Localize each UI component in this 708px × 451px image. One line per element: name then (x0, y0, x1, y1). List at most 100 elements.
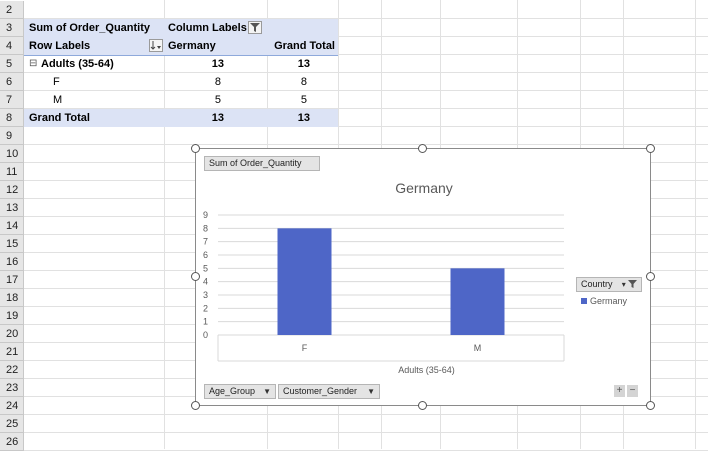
axis-field-label: Customer_Gender (283, 386, 358, 396)
pivot-header-divider (24, 55, 338, 56)
row-header[interactable]: 3 (0, 19, 24, 37)
resize-handle[interactable] (418, 400, 427, 410)
row-header[interactable]: 24 (0, 397, 24, 415)
pivot-row-label: M (53, 94, 63, 106)
y-tick-label: 7 (203, 237, 208, 247)
dropdown-arrow-icon: ▼ (367, 387, 375, 396)
row-header[interactable]: 6 (0, 73, 24, 91)
y-tick-label: 1 (203, 317, 208, 327)
axis-field-button-customer-gender[interactable]: Customer_Gender ▼ (278, 384, 380, 399)
resize-handle[interactable] (190, 400, 200, 410)
row-header[interactable]: 7 (0, 91, 24, 109)
row-gridline (24, 126, 708, 127)
row-header[interactable]: 11 (0, 163, 24, 181)
row-header[interactable]: 15 (0, 235, 24, 253)
pivot-chart[interactable]: Sum of Order_Quantity Germany 0 1 2 3 4 5 6 7 8 9… (195, 148, 651, 406)
pivot-row-label: F (53, 76, 60, 88)
pivot-group-label: Adults (35-64) (41, 58, 114, 70)
bar (450, 268, 505, 335)
row-header[interactable]: 16 (0, 253, 24, 271)
row-header[interactable]: 19 (0, 307, 24, 325)
axis-field-button-age-group[interactable]: Age_Group ▼ (204, 384, 276, 399)
pivot-row-germany: 8 (214, 76, 221, 88)
legend-item: Germany (581, 296, 627, 306)
pivot-grand-total-label: Grand Total (29, 112, 90, 124)
row-header[interactable]: 26 (0, 433, 24, 451)
y-tick-label: 8 (203, 223, 208, 233)
row-header[interactable]: 12 (0, 181, 24, 199)
value-field-button[interactable]: Sum of Order_Quantity (204, 156, 320, 171)
x-tick-label: M (474, 343, 482, 353)
y-tick-label: 2 (203, 303, 208, 313)
row-gridline (24, 432, 708, 433)
row-gridline (24, 90, 708, 91)
row-gridline (24, 18, 708, 19)
y-tick-label: 5 (203, 263, 208, 273)
pivot-grand-total-total: 13 (297, 112, 310, 124)
row-header[interactable]: 23 (0, 379, 24, 397)
bar (277, 228, 332, 335)
row-gridline (24, 144, 708, 145)
row-header[interactable]: 22 (0, 361, 24, 379)
collapse-toggle-icon[interactable]: ⊟ (29, 58, 38, 69)
pivot-col-header-germany: Germany (168, 40, 216, 52)
resize-handle[interactable] (418, 143, 427, 153)
resize-handle[interactable] (190, 272, 200, 281)
dropdown-arrow-icon: ▼ (263, 387, 271, 396)
plot-area: 0 1 2 3 4 5 6 7 8 9 F M (203, 210, 565, 362)
row-header[interactable]: 21 (0, 343, 24, 361)
column-gridline (164, 0, 165, 449)
y-tick-label: 4 (203, 277, 208, 287)
legend-field-label: Country (581, 279, 613, 289)
resize-handle[interactable] (190, 143, 200, 153)
pivot-column-labels[interactable]: Column Labels (168, 22, 247, 34)
pivot-value-field[interactable]: Sum of Order_Quantity (29, 22, 151, 34)
pivot-grand-total-germany: 13 (211, 112, 224, 124)
row-gridline (24, 36, 708, 37)
row-header[interactable]: 14 (0, 217, 24, 235)
filter-dropdown-icon: ▾ (622, 278, 637, 291)
row-gridline (24, 108, 708, 109)
y-tick-label: 3 (203, 290, 208, 300)
x-tick-label: F (302, 343, 308, 353)
pivot-row-total: 8 (300, 76, 307, 88)
y-tick-label: 0 (203, 330, 208, 340)
row-sort-filter-icon[interactable] (149, 39, 163, 52)
row-header[interactable]: 13 (0, 199, 24, 217)
pivot-header-band-2 (24, 37, 338, 55)
y-tick-label: 9 (203, 210, 208, 220)
pivot-group-total: 13 (297, 58, 310, 70)
x-axis-group-label: Adults (35-64) (398, 365, 455, 375)
collapse-field-button[interactable]: − (627, 385, 638, 397)
row-header[interactable]: 5 (0, 55, 24, 73)
pivot-row-total: 5 (300, 94, 307, 106)
pivot-row-germany: 5 (214, 94, 221, 106)
pivot-row-labels[interactable]: Row Labels (29, 40, 91, 52)
column-filter-icon[interactable] (248, 21, 262, 34)
row-gridline (24, 54, 708, 55)
row-gridline (24, 72, 708, 73)
column-gridline (695, 0, 696, 449)
legend-field-button[interactable]: Country ▾ (576, 277, 642, 292)
row-header[interactable]: 17 (0, 271, 24, 289)
row-gridline (24, 414, 708, 415)
row-header[interactable]: 10 (0, 145, 24, 163)
row-header[interactable]: 18 (0, 289, 24, 307)
legend-swatch (581, 298, 587, 304)
expand-field-button[interactable]: + (614, 385, 625, 397)
y-tick-label: 6 (203, 250, 208, 260)
pivot-grand-total-band (24, 109, 338, 127)
pivot-col-header-grand-total: Grand Total (274, 40, 335, 52)
chart-title: Germany (395, 180, 453, 196)
resize-handle[interactable] (645, 143, 655, 153)
axis-field-label: Age_Group (209, 386, 256, 396)
row-header[interactable]: 20 (0, 325, 24, 343)
legend-label: Germany (590, 296, 628, 306)
resize-handle[interactable] (645, 400, 655, 410)
row-header[interactable]: 25 (0, 415, 24, 433)
row-header[interactable]: 8 (0, 109, 24, 127)
resize-handle[interactable] (645, 272, 655, 281)
row-header[interactable]: 2 (0, 1, 24, 19)
row-header[interactable]: 4 (0, 37, 24, 55)
row-header[interactable]: 9 (0, 127, 24, 145)
